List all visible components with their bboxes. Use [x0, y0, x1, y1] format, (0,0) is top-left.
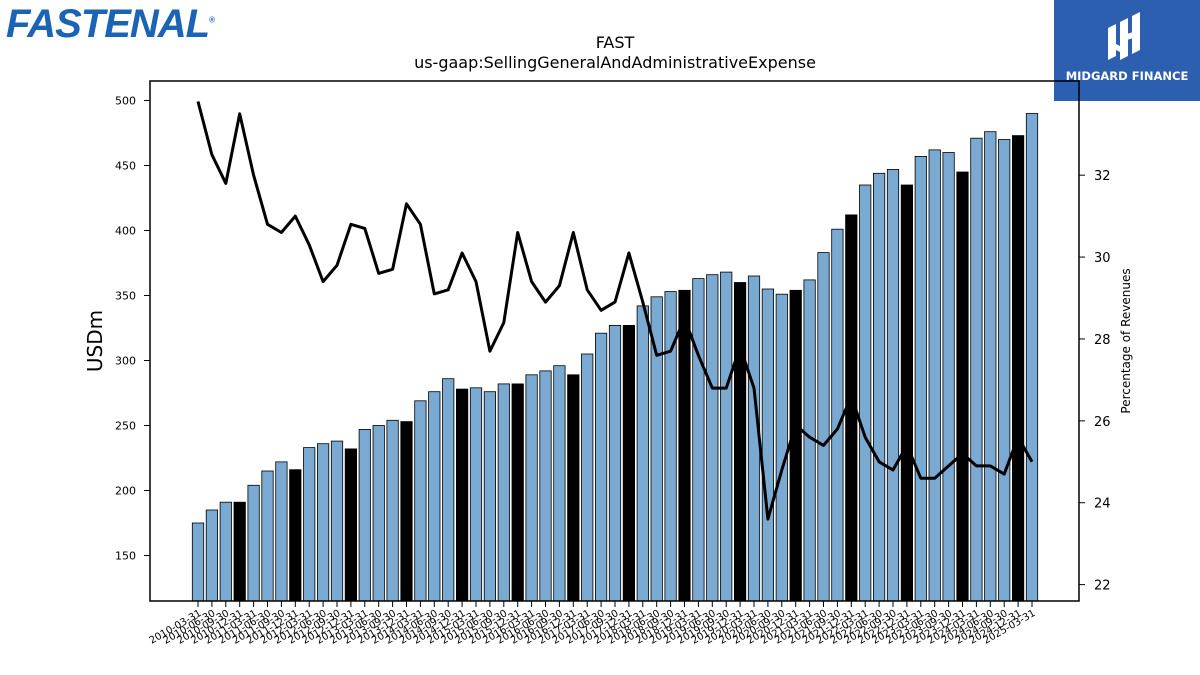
bar-2020-12-31: [789, 289, 802, 602]
y-tick-label: 350: [115, 290, 136, 303]
bar-2012-09-30: [330, 440, 344, 602]
bar-2013-09-30: [386, 419, 399, 602]
bar-2014-12-31: [456, 388, 469, 602]
bar-2022-06-30: [873, 172, 886, 602]
bar-2012-12-31: [344, 448, 357, 602]
x-axis: 2010-03-312010-06-302010-09-302010-12-31…: [148, 601, 1038, 647]
y-tick-label: 450: [115, 160, 136, 173]
bar-2020-09-30: [775, 293, 788, 602]
bar-2016-12-31: [567, 374, 580, 602]
bars-layer: [191, 113, 1039, 602]
bar-2010-06-30: [205, 509, 218, 602]
y2-tick-label: 28: [1094, 333, 1111, 348]
bar-2024-06-30: [984, 131, 997, 602]
bar-2022-03-31: [859, 184, 872, 602]
y2-tick-label: 26: [1094, 415, 1111, 430]
bar-2023-03-31: [914, 155, 927, 602]
midgard-logo-icon: [1108, 12, 1140, 60]
bar-2021-06-30: [817, 252, 830, 602]
y2-tick-label: 22: [1094, 579, 1111, 594]
y-axis-right: 22 24 26 28 30 32: [1079, 169, 1111, 594]
fastenal-logo: FASTENAL®: [6, 2, 215, 46]
bar-2022-09-30: [886, 168, 900, 602]
bar-2014-06-30: [428, 391, 441, 602]
bar-2018-03-31: [636, 305, 649, 602]
bar-2024-09-30: [998, 139, 1011, 602]
bar-2022-12-31: [900, 184, 913, 602]
bar-2020-06-30: [761, 288, 774, 602]
bar-2024-03-31: [970, 137, 983, 602]
y-tick-label: 250: [115, 420, 136, 433]
bar-2012-06-30: [317, 443, 330, 602]
bar-2017-12-31: [622, 324, 635, 602]
bar-2019-09-30: [720, 271, 733, 602]
y-axis-label: USDm: [83, 310, 107, 372]
badge-text: MIDGARD FINANCE: [1065, 69, 1189, 83]
y-axis-left: 150 200 250 300 350 400 450 500: [115, 95, 150, 563]
y2-tick-label: 24: [1094, 497, 1111, 512]
y-tick-label: 400: [115, 225, 136, 238]
percentage-line: [196, 101, 1034, 521]
y2-tick-label: 30: [1094, 251, 1111, 266]
bar-2019-06-30: [706, 274, 719, 602]
y2-axis-label: Percentage of Revenues: [1119, 268, 1133, 413]
bar-2023-12-31: [956, 171, 969, 602]
bar-2013-12-31: [400, 421, 413, 602]
bar-2016-09-30: [553, 365, 566, 602]
bar-2015-06-30: [483, 391, 496, 602]
bar-2017-06-30: [595, 332, 608, 602]
bar-2016-06-30: [539, 370, 552, 602]
y-tick-label: 200: [115, 485, 136, 498]
bar-2013-03-31: [358, 428, 371, 602]
bar-2013-06-30: [372, 425, 385, 602]
bar-2011-06-30: [261, 470, 274, 602]
bar-2015-09-30: [497, 383, 510, 602]
bar-2019-12-31: [734, 282, 747, 602]
chart-subtitle: us-gaap:SellingGeneralAndAdministrativeE…: [414, 53, 816, 72]
bar-2015-12-31: [511, 383, 524, 602]
bar-2021-09-30: [831, 228, 844, 602]
bar-2011-12-31: [289, 469, 302, 602]
bar-2023-06-30: [928, 149, 941, 602]
chart-title: FAST: [596, 33, 635, 52]
bar-2017-09-30: [608, 324, 622, 602]
bar-2014-09-30: [442, 378, 455, 602]
bar-2011-03-31: [247, 484, 260, 602]
y-tick-label: 150: [115, 550, 136, 563]
bar-2014-03-31: [414, 400, 427, 602]
bar-2023-09-30: [942, 152, 955, 602]
bar-2010-03-31: [191, 522, 205, 602]
y2-tick-label: 32: [1094, 169, 1111, 184]
bar-2018-12-31: [678, 289, 691, 602]
bar-2010-12-31: [233, 501, 246, 602]
bar-2011-09-30: [275, 461, 288, 602]
bar-2025-03-31: [1025, 113, 1039, 602]
bar-2024-12-31: [1012, 135, 1025, 602]
bar-2015-03-31: [469, 387, 483, 602]
bar-2019-03-31: [692, 278, 705, 602]
y-tick-label: 500: [115, 95, 136, 108]
bar-2017-03-31: [581, 353, 594, 602]
bar-2016-03-31: [525, 374, 538, 602]
y-tick-label: 300: [115, 355, 136, 368]
bar-2010-09-30: [219, 501, 232, 602]
bar-2012-03-31: [303, 447, 316, 602]
